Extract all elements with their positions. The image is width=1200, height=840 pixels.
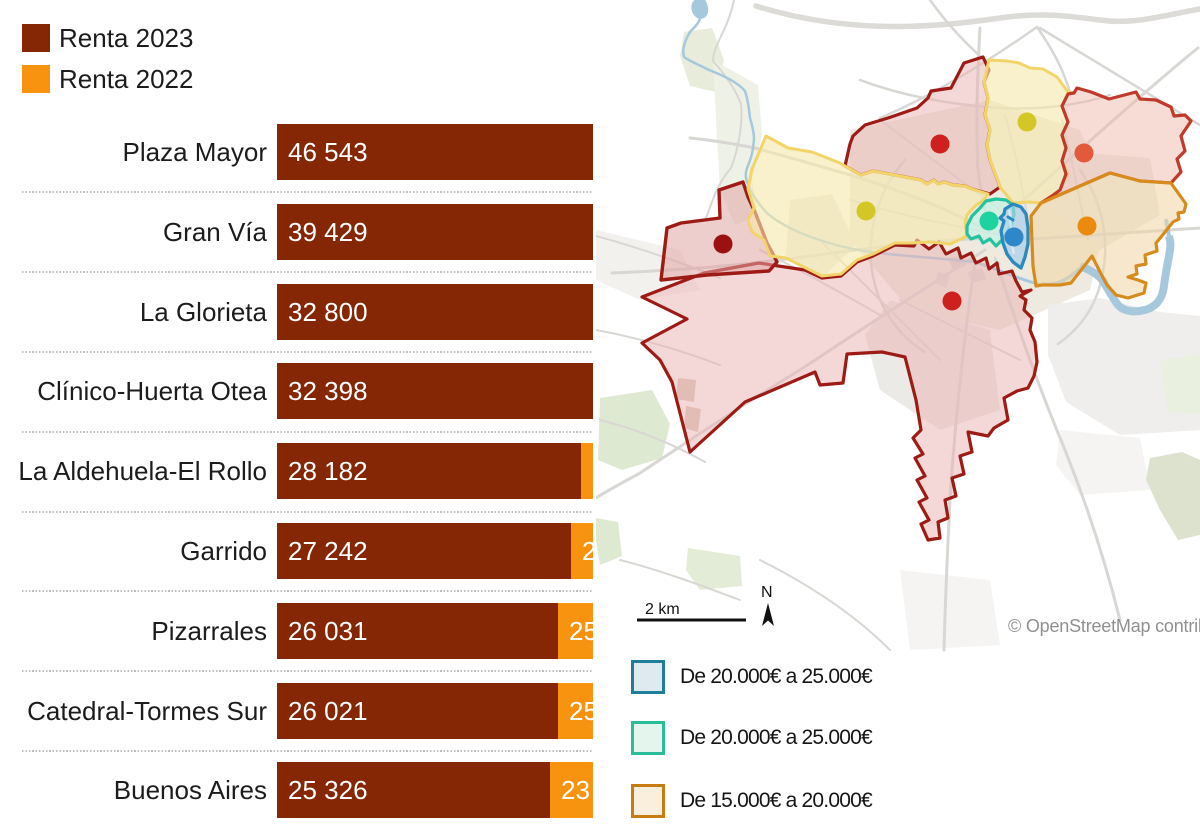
svg-text:© OpenStreetMap contrib: © OpenStreetMap contrib <box>1008 616 1200 636</box>
svg-text:2 km: 2 km <box>645 601 680 618</box>
svg-text:N: N <box>761 584 773 601</box>
